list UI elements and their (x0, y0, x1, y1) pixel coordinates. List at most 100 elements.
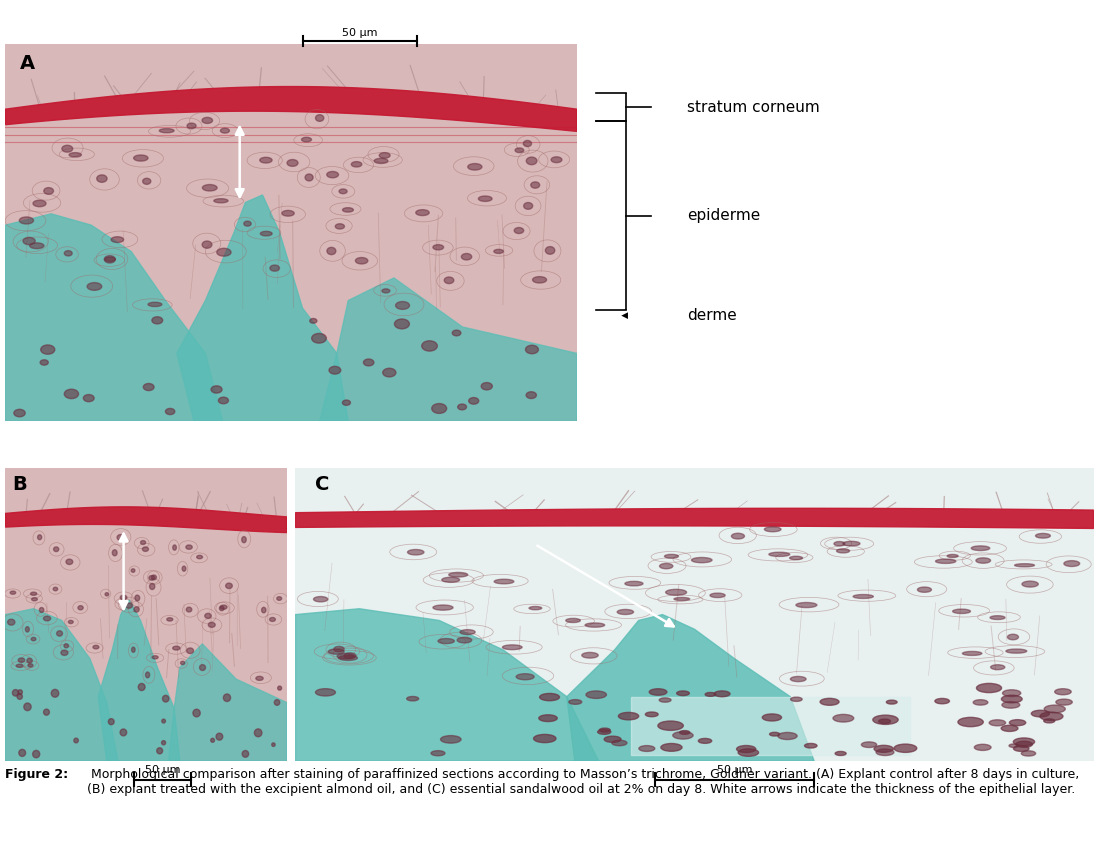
Text: 50 μm: 50 μm (342, 28, 377, 37)
Ellipse shape (444, 277, 454, 284)
Ellipse shape (187, 648, 193, 654)
Circle shape (223, 694, 231, 702)
Ellipse shape (54, 547, 58, 552)
Circle shape (382, 368, 396, 377)
Ellipse shape (732, 533, 744, 539)
Polygon shape (296, 509, 1094, 529)
Ellipse shape (551, 157, 562, 163)
Circle shape (778, 733, 797, 740)
Circle shape (660, 744, 682, 752)
Polygon shape (5, 609, 118, 761)
Ellipse shape (244, 221, 252, 226)
Circle shape (157, 747, 163, 754)
Ellipse shape (344, 653, 356, 658)
Ellipse shape (790, 676, 806, 682)
Circle shape (329, 367, 341, 374)
Ellipse shape (141, 541, 146, 544)
Ellipse shape (834, 541, 845, 546)
Circle shape (975, 744, 991, 751)
Ellipse shape (468, 163, 482, 170)
Ellipse shape (836, 549, 850, 553)
Circle shape (1002, 689, 1021, 696)
Text: 50 μm: 50 μm (145, 765, 180, 775)
Ellipse shape (666, 589, 687, 595)
Text: C: C (315, 475, 330, 494)
Ellipse shape (460, 630, 475, 635)
Ellipse shape (220, 606, 224, 611)
Circle shape (1031, 710, 1050, 717)
Ellipse shape (517, 674, 534, 680)
Circle shape (763, 714, 781, 721)
Ellipse shape (352, 162, 362, 167)
Ellipse shape (374, 158, 388, 163)
Ellipse shape (131, 569, 135, 573)
Ellipse shape (23, 237, 35, 245)
Ellipse shape (202, 184, 218, 191)
Circle shape (612, 740, 626, 746)
Ellipse shape (355, 258, 368, 264)
Ellipse shape (60, 650, 68, 656)
Ellipse shape (281, 210, 295, 216)
Circle shape (254, 729, 262, 737)
Circle shape (586, 691, 607, 698)
Text: Figure 2:: Figure 2: (5, 768, 68, 781)
Ellipse shape (121, 601, 127, 606)
Ellipse shape (65, 251, 73, 256)
Ellipse shape (1006, 649, 1026, 653)
Circle shape (120, 729, 126, 736)
Text: B: B (12, 475, 27, 494)
Ellipse shape (225, 583, 232, 588)
Text: stratum corneum: stratum corneum (687, 99, 820, 115)
Circle shape (138, 683, 145, 690)
Circle shape (1001, 695, 1022, 703)
Ellipse shape (442, 577, 459, 582)
Circle shape (876, 749, 893, 755)
Circle shape (219, 397, 229, 404)
Ellipse shape (581, 652, 598, 658)
Ellipse shape (665, 554, 678, 558)
Circle shape (1002, 702, 1020, 708)
Ellipse shape (44, 188, 54, 195)
Ellipse shape (187, 123, 196, 129)
Circle shape (152, 317, 163, 324)
Ellipse shape (217, 248, 231, 256)
Ellipse shape (1014, 564, 1034, 567)
Circle shape (604, 736, 621, 742)
Ellipse shape (31, 593, 36, 595)
Polygon shape (296, 609, 599, 761)
Ellipse shape (180, 661, 185, 664)
Ellipse shape (408, 549, 424, 555)
Ellipse shape (625, 581, 643, 586)
Circle shape (598, 729, 611, 734)
Ellipse shape (78, 606, 84, 610)
Ellipse shape (326, 247, 336, 254)
Ellipse shape (173, 646, 180, 650)
Circle shape (271, 743, 275, 746)
Ellipse shape (335, 224, 344, 229)
Ellipse shape (972, 546, 990, 550)
Ellipse shape (40, 607, 44, 612)
Circle shape (41, 345, 55, 355)
Ellipse shape (159, 129, 174, 132)
Polygon shape (320, 278, 577, 421)
Circle shape (659, 698, 671, 702)
Ellipse shape (765, 527, 781, 532)
Ellipse shape (326, 171, 338, 178)
Circle shape (833, 714, 854, 722)
Ellipse shape (97, 175, 107, 183)
Ellipse shape (173, 545, 177, 550)
Ellipse shape (1064, 561, 1079, 567)
Ellipse shape (287, 159, 298, 166)
Ellipse shape (533, 277, 546, 283)
Ellipse shape (220, 606, 227, 609)
Ellipse shape (853, 594, 874, 599)
Ellipse shape (33, 200, 46, 207)
Circle shape (1013, 746, 1029, 752)
Circle shape (468, 398, 479, 404)
Circle shape (698, 739, 712, 743)
Circle shape (74, 738, 78, 743)
Ellipse shape (132, 647, 135, 652)
Circle shape (431, 751, 445, 756)
Ellipse shape (529, 606, 542, 610)
Circle shape (395, 319, 410, 329)
